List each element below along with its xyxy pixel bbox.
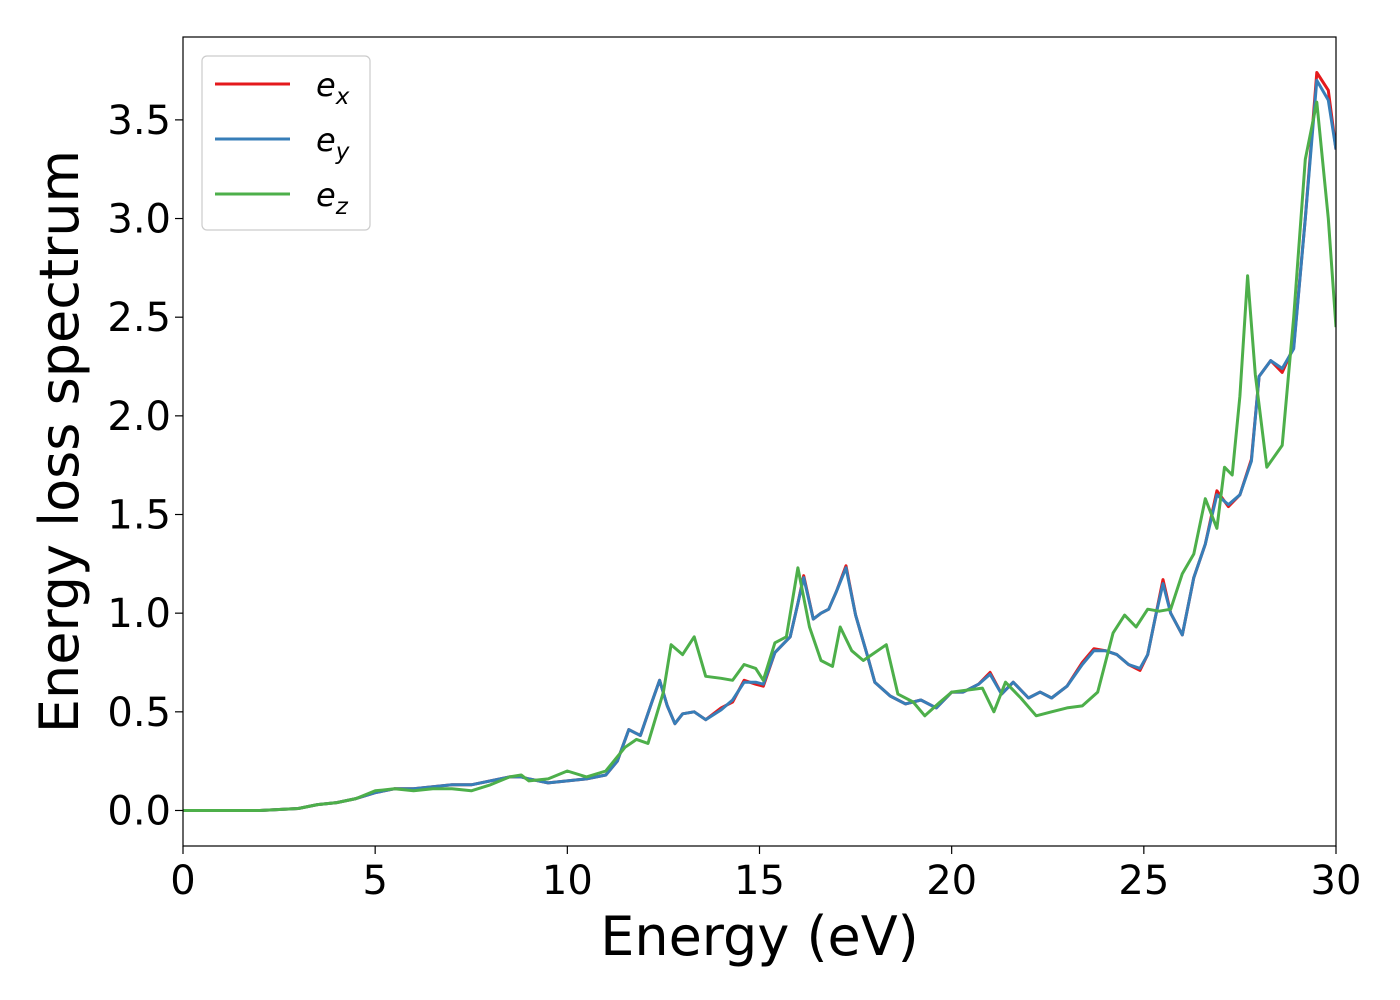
series-line-e-z [183, 100, 1336, 812]
series-layer [183, 71, 1336, 812]
legend-label-subscript: z [335, 194, 349, 220]
y-tick-label: 2.5 [107, 295, 171, 341]
legend-label-base: e [316, 121, 336, 159]
y-tick-label: 0.0 [107, 788, 171, 834]
legend-label-e-y: ey [316, 121, 350, 165]
y-tick-label: 1.0 [107, 591, 171, 637]
legend-label-subscript: x [335, 84, 350, 110]
x-axis-label: Energy (eV) [600, 905, 919, 968]
x-tick-label: 10 [542, 858, 593, 904]
y-axis: 0.0 0.5 1.0 1.5 2.0 2.5 3.0 3.5 [107, 98, 183, 834]
legend-label-e-x: ex [316, 66, 350, 110]
legend-label-subscript: y [335, 139, 350, 165]
legend-label-base: e [316, 66, 336, 104]
legend-label-e-z: ez [316, 176, 349, 220]
x-tick-label: 5 [362, 858, 387, 904]
x-tick-label: 25 [1118, 858, 1169, 904]
y-tick-label: 1.5 [107, 493, 171, 539]
x-tick-label: 20 [926, 858, 977, 904]
legend-label-base: e [316, 176, 336, 214]
y-tick-label: 2.0 [107, 394, 171, 440]
y-tick-label: 3.0 [107, 197, 171, 243]
x-tick-label: 15 [734, 858, 785, 904]
x-tick-label: 30 [1311, 858, 1362, 904]
x-axis: 0 5 10 15 20 25 30 [170, 846, 1361, 904]
x-tick-label: 0 [170, 858, 195, 904]
y-tick-label: 0.5 [107, 690, 171, 736]
y-tick-label: 3.5 [107, 98, 171, 144]
y-axis-label: Energy loss spectrum [28, 150, 91, 733]
legend-box [201, 55, 371, 231]
